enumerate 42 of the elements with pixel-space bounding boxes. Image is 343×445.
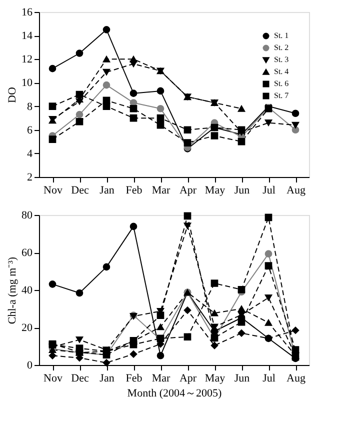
x-tick-label: Mar — [152, 184, 170, 196]
x-axis-title: Month (2004～2005) — [127, 388, 222, 400]
x-tick-label: Nov — [44, 372, 63, 384]
y-tick-label: 10 — [22, 77, 33, 90]
legend-label: St. 7 — [274, 91, 289, 100]
x-tick-label: Jun — [234, 184, 250, 196]
x-tick-label: Nov — [44, 184, 63, 196]
x-tick-label: Apr — [179, 184, 197, 196]
x-tick-label: Jan — [100, 184, 115, 196]
legend-label: St. 2 — [274, 43, 289, 52]
legend-label: St. 1 — [274, 31, 289, 40]
x-tick-label: Aug — [286, 372, 306, 384]
x-tick-label: Apr — [179, 372, 197, 384]
y-tick-label: 80 — [22, 210, 33, 222]
legend-label: St. 6 — [274, 79, 289, 88]
y-tick-label: 6 — [27, 124, 33, 136]
x-tick-label: Feb — [126, 372, 143, 384]
y-tick-label: 8 — [27, 100, 33, 113]
x-tick-label: Dec — [71, 372, 89, 384]
y-tick-label: 16 — [22, 6, 33, 18]
y-tick-label: 2 — [27, 172, 32, 184]
x-tick-label: Mar — [152, 372, 170, 384]
x-tick-label: Dec — [71, 184, 89, 196]
x-tick-label: May — [204, 372, 226, 384]
y-axis-title: DO — [6, 87, 18, 103]
y-tick-label: 40 — [22, 284, 33, 296]
x-tick-label: May — [204, 184, 226, 196]
x-tick-label: Feb — [126, 184, 143, 196]
x-tick-label: Jul — [262, 184, 276, 196]
legend-label: St. 3 — [274, 55, 289, 64]
x-tick-label: Jul — [262, 372, 276, 384]
y-tick-label: 60 — [22, 247, 33, 259]
x-tick-label: Aug — [286, 184, 306, 196]
x-tick-label: Jun — [234, 372, 250, 384]
y-tick-label: 4 — [27, 148, 33, 160]
y-tick-label: 20 — [22, 322, 33, 334]
y-tick-label: 0 — [27, 360, 33, 372]
x-tick-label: Jan — [100, 372, 115, 384]
y-axis-title: Chl-a (mg m⁻³) — [6, 256, 18, 324]
y-tick-label: 14 — [22, 30, 33, 42]
legend-label: St. 4 — [274, 67, 289, 76]
y-tick-label: 12 — [22, 54, 32, 66]
